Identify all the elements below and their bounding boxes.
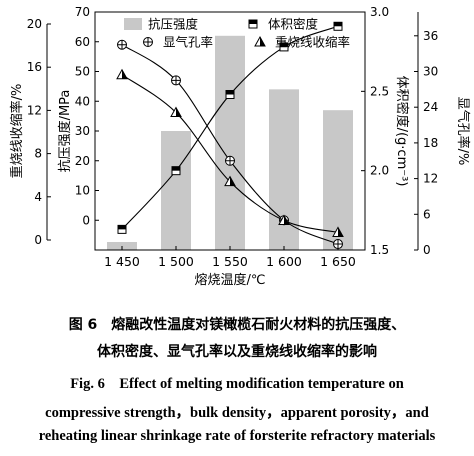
left-axis-tick-label: 0	[82, 213, 90, 227]
x-tick-label: 1 650	[320, 254, 356, 269]
axes: 1 450 1 500 1 550 1 600 1 650熔烧温度/℃010203040…	[9, 5, 471, 288]
marker-square-1	[171, 166, 181, 176]
x-tick-label: 1 550	[212, 254, 248, 269]
right-axis-tick-label: 2.5	[370, 84, 389, 98]
far-right-axis-label: 显气孔率/%	[455, 97, 471, 166]
left-axis-tick-label: 60	[75, 35, 90, 49]
marker-triangle-4-fill	[338, 227, 343, 237]
far-left-axis-tick-label: 12	[27, 103, 42, 117]
caption-en-line-3: reheating linear shrinkage rate of forst…	[38, 428, 436, 444]
left-axis-tick-label: 30	[75, 124, 90, 138]
marker-square-2	[225, 90, 235, 100]
far-left-axis-tick-label: 16	[27, 60, 42, 74]
x-tick-label: 1 500	[158, 254, 194, 269]
far-right-axis-tick-label: 0	[423, 243, 431, 257]
marker-triangle-1	[170, 106, 182, 118]
marker-square-3-fill	[280, 42, 288, 47]
bar-compressive-strength-2	[215, 35, 245, 250]
far-left-axis-tick-label: 20	[27, 17, 42, 31]
far-right-axis-tick-label: 6	[423, 207, 431, 221]
marker-square-0	[117, 224, 127, 234]
marker-square-1-fill	[172, 166, 180, 171]
caption-cn-line-1: 图 6 熔融改性温度对镁橄榄石耐火材料的抗压强度、	[68, 317, 406, 333]
marker-triangle-0	[116, 68, 128, 80]
legend-marker-triangle-fill	[260, 37, 265, 46]
marker-circle-plus-4	[333, 239, 343, 250]
combined-chart: 1 450 1 500 1 550 1 600 1 650熔烧温度/℃010203040…	[9, 5, 471, 288]
bar-series	[107, 35, 353, 250]
marker-triangle-3-fill	[284, 215, 289, 225]
far-right-axis-tick-label: 30	[423, 65, 438, 79]
marker-circle-plus-2	[225, 155, 235, 166]
left-axis-tick-label: 50	[75, 65, 90, 79]
marker-circle-plus-1-cross	[171, 75, 181, 85]
marker-triangle-0-fill	[122, 69, 127, 79]
legend-marker-square-fill	[249, 20, 257, 24]
far-right-axis-tick-label: 24	[423, 100, 438, 114]
caption-en-line-1: Fig. 6 Effect of melting modification te…	[70, 376, 404, 392]
legend-marker-circle-plus	[143, 37, 153, 47]
legend-label: 显气孔率	[163, 35, 213, 50]
left-axis-tick-label: 70	[75, 5, 90, 19]
legend-marker-circle-plus-cross	[143, 37, 153, 47]
legend-swatch-bar	[124, 18, 142, 30]
x-axis-label: 熔烧温度/℃	[195, 272, 266, 288]
far-left-axis-label: 重烧线收缩率/%	[9, 84, 25, 179]
marker-triangle-3	[278, 214, 290, 226]
left-axis-tick-label: 20	[75, 154, 90, 168]
legend-marker-square	[248, 19, 258, 29]
legend-label: 重烧线收缩率	[275, 35, 350, 50]
left-axis-label: 抗压强度/MPa	[57, 90, 73, 173]
marker-square-2-fill	[226, 90, 234, 95]
marker-circle-plus-2-cross	[225, 156, 235, 166]
caption-en-line-2: compressive strength，bulk density，appare…	[45, 405, 429, 421]
marker-square-0-fill	[118, 225, 126, 230]
bar-compressive-strength-1	[161, 131, 191, 250]
marker-circle-plus-0	[117, 39, 127, 50]
left-axis-tick-label: 40	[75, 94, 90, 108]
right-axis-label: 体积密度/(g·cm⁻³)	[394, 76, 410, 187]
far-right-axis-tick-label: 18	[423, 136, 438, 150]
x-tick-label: 1 600	[266, 254, 302, 269]
x-tick-label: 1 450	[104, 254, 140, 269]
marker-triangle-2	[224, 175, 236, 187]
right-axis-tick-label: 1.5	[370, 243, 389, 257]
marker-triangle-1-fill	[176, 107, 181, 117]
marker-square-4-fill	[334, 22, 342, 27]
legend-label: 抗压强度	[148, 17, 199, 32]
far-left-axis-tick-label: 8	[34, 147, 42, 161]
right-axis-tick-label: 2.0	[370, 164, 389, 178]
marker-square-3	[279, 42, 289, 52]
far-right-axis-tick-label: 12	[423, 172, 438, 186]
far-left-axis-tick-label: 0	[34, 233, 42, 247]
marker-square-4	[333, 21, 343, 31]
legend-label: 体积密度	[268, 17, 319, 32]
legend-marker-triangle	[254, 35, 266, 47]
bar-compressive-strength-3	[269, 89, 299, 250]
right-axis-tick-label: 3.0	[370, 5, 389, 19]
left-axis-tick-label: 10	[75, 184, 90, 198]
far-left-axis-tick-label: 4	[34, 190, 42, 204]
marker-circle-plus-1	[171, 75, 181, 86]
caption-cn-line-2: 体积密度、显气孔率以及重烧线收缩率的影响	[97, 344, 377, 360]
far-right-axis-tick-label: 36	[423, 29, 438, 43]
marker-triangle-2-fill	[230, 176, 235, 186]
marker-triangle-4	[332, 226, 344, 237]
marker-circle-plus-0-cross	[117, 40, 127, 50]
line-series	[116, 21, 344, 250]
